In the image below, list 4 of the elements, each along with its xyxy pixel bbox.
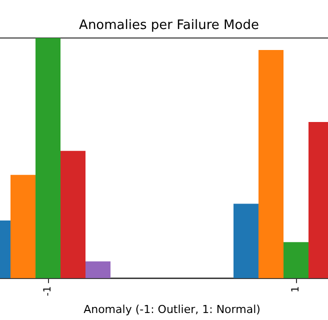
x-axis-title: Anomaly (-1: Outlier, 1: Normal) bbox=[84, 303, 260, 316]
x-tick-label: 1 bbox=[290, 286, 302, 293]
x-tick-label: -1 bbox=[42, 286, 54, 296]
chart-title: Anomalies per Failure Mode bbox=[79, 18, 259, 33]
